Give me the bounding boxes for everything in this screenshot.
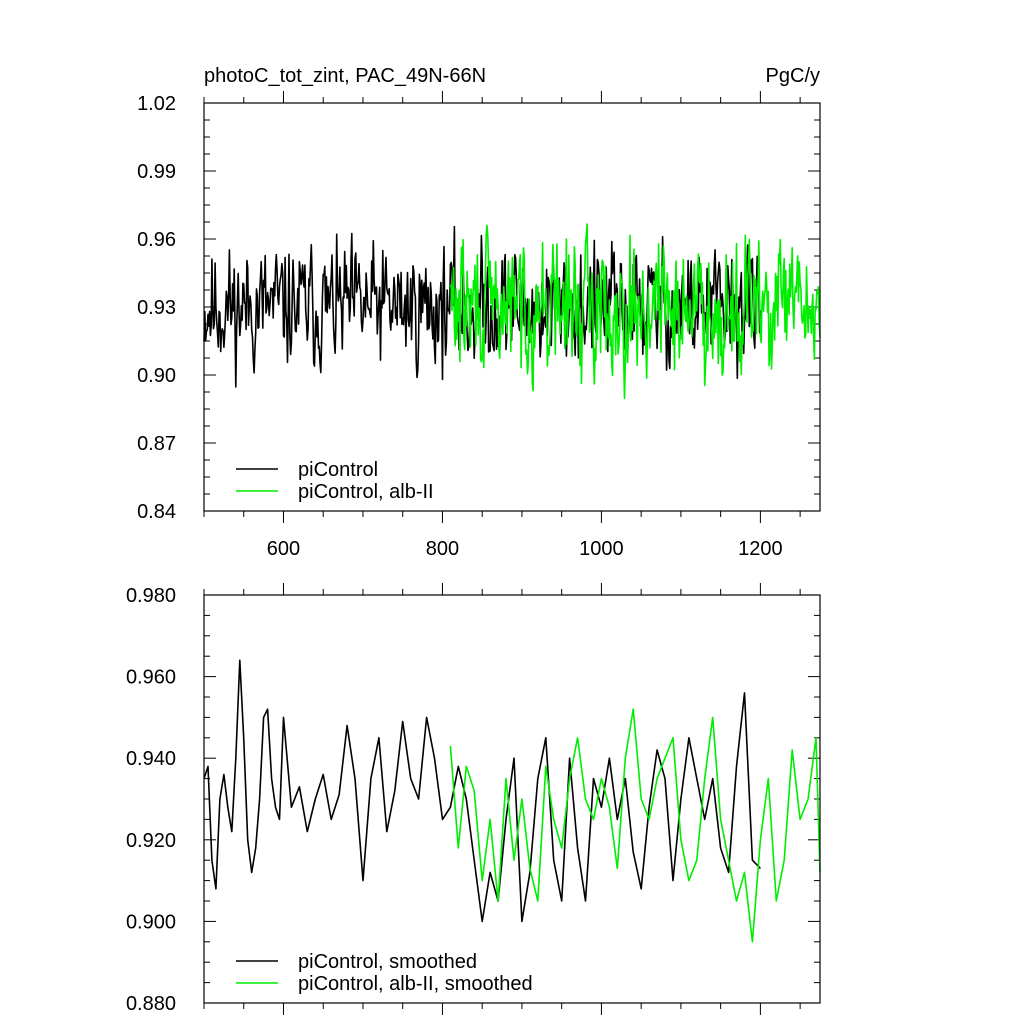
y-tick-label: 0.99 bbox=[137, 161, 176, 183]
y-tick-label: 0.880 bbox=[126, 993, 176, 1015]
x-tick-label: 1000 bbox=[579, 538, 624, 560]
y-tick-label: 0.920 bbox=[126, 830, 176, 852]
top-plot-frame bbox=[203, 102, 821, 512]
series-line-picontrol-alb-ii bbox=[449, 223, 821, 400]
x-tick-label: 600 bbox=[267, 538, 300, 560]
legend-label: piControl bbox=[298, 459, 378, 481]
x-tick-label: 1200 bbox=[738, 538, 783, 560]
y-tick-label: 0.940 bbox=[126, 748, 176, 770]
legend-label: piControl, alb-II, smoothed bbox=[298, 973, 533, 995]
top-plot-series bbox=[203, 223, 821, 400]
bottom-plot-axes: 0.880 0.900 0.920 0.940 0.960 0.980 bbox=[126, 583, 820, 1015]
top-plot-title: photoC_tot_zint, PAC_49N-66N bbox=[204, 65, 486, 87]
y-tick-label: 0.960 bbox=[126, 667, 176, 689]
y-tick-label: 0.87 bbox=[137, 433, 176, 455]
bottom-plot-panel: 0.880 0.900 0.920 0.940 0.960 0.980 piControl… bbox=[126, 583, 821, 1015]
x-tick-label: 800 bbox=[426, 538, 459, 560]
y-tick-label: 0.96 bbox=[137, 229, 176, 251]
legend-label: piControl, alb-II bbox=[298, 481, 434, 503]
top-plot-axes: 0.84 0.87 0.90 0.93 0.96 0.99 1.02 600 800 1000 12… bbox=[137, 91, 820, 560]
y-tick-label: 0.900 bbox=[126, 911, 176, 933]
y-tick-label: 0.980 bbox=[126, 585, 176, 607]
series-line-picontrol bbox=[203, 225, 762, 388]
legend-label: piControl, smoothed bbox=[298, 951, 477, 973]
series-line-picontrol bbox=[203, 659, 761, 923]
y-tick-label: 0.90 bbox=[137, 365, 176, 387]
series-line-picontrol-alb-ii bbox=[449, 708, 821, 943]
bottom-plot-frame bbox=[203, 594, 821, 1004]
y-tick-label: 0.84 bbox=[137, 501, 176, 523]
y-tick-label: 0.93 bbox=[137, 297, 176, 319]
top-plot-panel: photoC_tot_zint, PAC_49N-66N PgC/y 0.840… bbox=[137, 65, 821, 560]
bottom-plot-series bbox=[203, 659, 821, 943]
top-plot-units: PgC/y bbox=[766, 65, 820, 87]
y-tick-label: 1.02 bbox=[137, 93, 176, 115]
